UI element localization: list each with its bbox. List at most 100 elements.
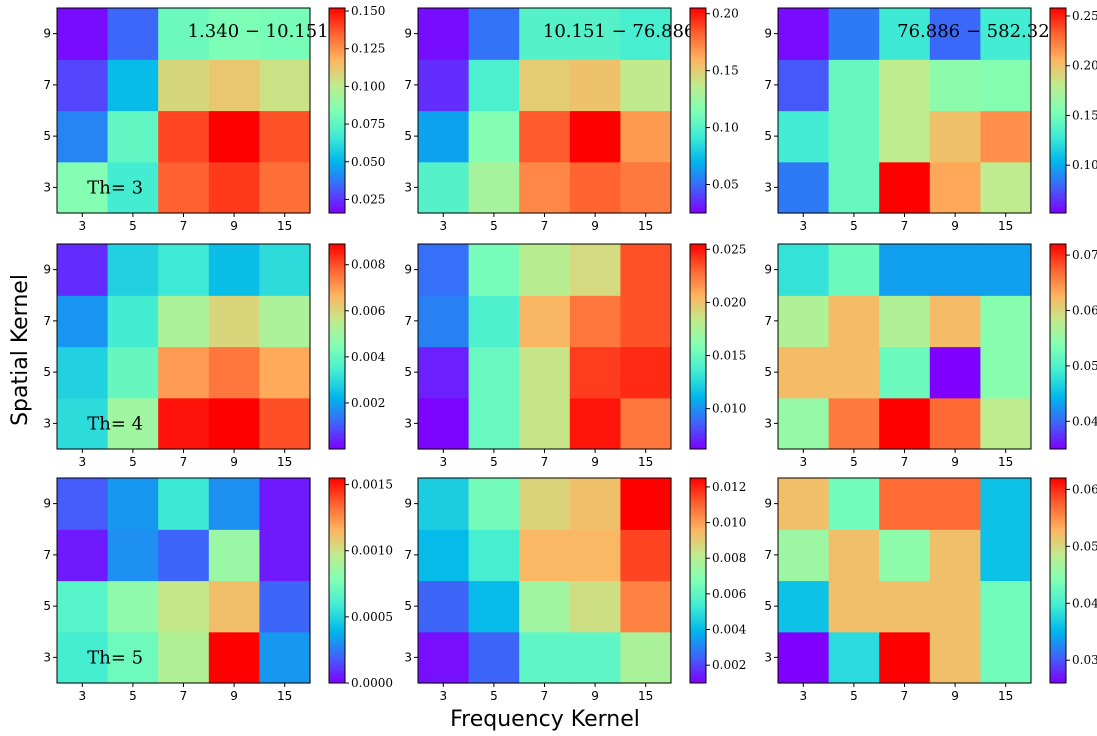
- heatmap-cell: [57, 295, 109, 348]
- x-tick-label: 15: [277, 455, 292, 469]
- heatmap-cell: [929, 580, 981, 633]
- y-tick-label: 9: [764, 263, 772, 277]
- colorbar-tick-label: 0.04: [1072, 414, 1097, 428]
- heatmap-cell: [208, 110, 260, 163]
- x-tick-label: 9: [230, 689, 238, 703]
- x-tick-label: 3: [439, 455, 447, 469]
- threshold-label: Th= 4: [87, 413, 143, 434]
- y-tick-label: 3: [764, 180, 772, 194]
- heatmap-cell: [158, 529, 210, 582]
- heatmap-cell: [519, 110, 571, 163]
- heatmap-cell: [778, 161, 830, 214]
- y-tick-label: 7: [43, 78, 51, 92]
- heatmap-cell: [879, 529, 931, 582]
- heatmap-cell: [418, 110, 470, 163]
- heatmap-cell: [418, 529, 470, 582]
- heatmap-cell: [418, 8, 470, 60]
- heatmap-cell: [208, 580, 260, 633]
- colorbar-tick-label: 0.025: [712, 242, 746, 256]
- y-tick-label: 9: [764, 497, 772, 511]
- heatmap-cell: [57, 161, 109, 214]
- figure-xlabel: Frequency Kernel: [450, 707, 640, 732]
- x-tick-label: 7: [901, 689, 909, 703]
- heatmap-cell: [468, 346, 520, 399]
- heatmap-cell: [980, 529, 1032, 582]
- x-tick-label: 9: [230, 219, 238, 233]
- heatmap-cell: [57, 244, 109, 296]
- heatmap-cell: [468, 529, 520, 582]
- x-tick-label: 3: [78, 455, 86, 469]
- colorbar-tick-label: 0.10: [1072, 158, 1097, 172]
- x-tick-label: 7: [180, 689, 188, 703]
- heatmap-cell: [208, 8, 260, 60]
- x-tick-label: 5: [490, 219, 498, 233]
- heatmap-cell: [620, 110, 672, 163]
- colorbar: [1049, 243, 1067, 450]
- heatmap-cell: [828, 59, 880, 112]
- heatmap-cell: [158, 478, 210, 530]
- y-tick-label: 7: [43, 548, 51, 562]
- heatmap-cell: [208, 478, 260, 530]
- x-tick-label: 9: [951, 689, 959, 703]
- heatmap-cell: [778, 631, 830, 684]
- heatmap-cell: [620, 295, 672, 348]
- colorbar-tick-label: 0.0005: [351, 610, 393, 624]
- colorbar-tick-label: 0.015: [712, 349, 746, 363]
- heatmap-cell: [828, 397, 880, 450]
- x-tick-label: 15: [998, 455, 1013, 469]
- heatmap-cell: [828, 244, 880, 296]
- heatmap-cell: [980, 8, 1032, 60]
- x-tick-label: 7: [541, 219, 549, 233]
- threshold-label: Th= 5: [87, 647, 143, 668]
- colorbar-tick-label: 0.04: [1072, 596, 1097, 610]
- heatmap-cell: [778, 244, 830, 296]
- x-tick-label: 5: [850, 455, 858, 469]
- y-tick-label: 5: [404, 129, 412, 143]
- heatmap-cell: [778, 59, 830, 112]
- heatmap-cell: [468, 397, 520, 450]
- heatmap-cell: [980, 59, 1032, 112]
- range-annotation: 10.151 − 76.886: [543, 21, 696, 42]
- heatmap-cell: [107, 161, 159, 214]
- heatmap-cell: [980, 631, 1032, 684]
- heatmap-cell: [929, 346, 981, 399]
- y-tick-label: 9: [404, 497, 412, 511]
- y-tick-label: 7: [43, 314, 51, 328]
- heatmap-cell: [107, 580, 159, 633]
- heatmap-cell: [259, 478, 311, 530]
- heatmap-cell: [828, 295, 880, 348]
- heatmap-cell: [208, 295, 260, 348]
- colorbar: [328, 243, 346, 450]
- heatmap-cell: [57, 580, 109, 633]
- x-tick-label: 3: [78, 689, 86, 703]
- heatmap-cell: [57, 8, 109, 60]
- heatmap-cell: [778, 580, 830, 633]
- y-tick-label: 3: [43, 416, 51, 430]
- x-tick-label: 9: [591, 219, 599, 233]
- heatmap-cell: [980, 397, 1032, 450]
- heatmap-cell: [778, 346, 830, 399]
- colorbar: [1049, 7, 1067, 214]
- heatmap-cell: [259, 397, 311, 450]
- colorbar-tick-label: 0.075: [351, 117, 385, 131]
- heatmap-cell: [929, 397, 981, 450]
- heatmap-cell: [468, 580, 520, 633]
- heatmap-cell: [569, 529, 621, 582]
- heatmap-cell: [158, 8, 210, 60]
- colorbar-tick-label: 0.020: [712, 295, 746, 309]
- heatmap-cell: [620, 346, 672, 399]
- heatmap-cell: [620, 244, 672, 296]
- heatmap-cell: [418, 161, 470, 214]
- x-tick-label: 9: [951, 219, 959, 233]
- colorbar-tick-label: 0.05: [1072, 539, 1097, 553]
- colorbar-tick-label: 0.002: [712, 658, 746, 672]
- heatmap-cell: [828, 161, 880, 214]
- x-tick-label: 15: [277, 219, 292, 233]
- x-tick-label: 5: [490, 689, 498, 703]
- colorbar-tick-label: 0.06: [1072, 303, 1097, 317]
- heatmap-cell: [929, 631, 981, 684]
- heatmap-cell: [778, 478, 830, 530]
- x-tick-label: 5: [129, 455, 137, 469]
- colorbar-tick-label: 0.010: [712, 516, 746, 530]
